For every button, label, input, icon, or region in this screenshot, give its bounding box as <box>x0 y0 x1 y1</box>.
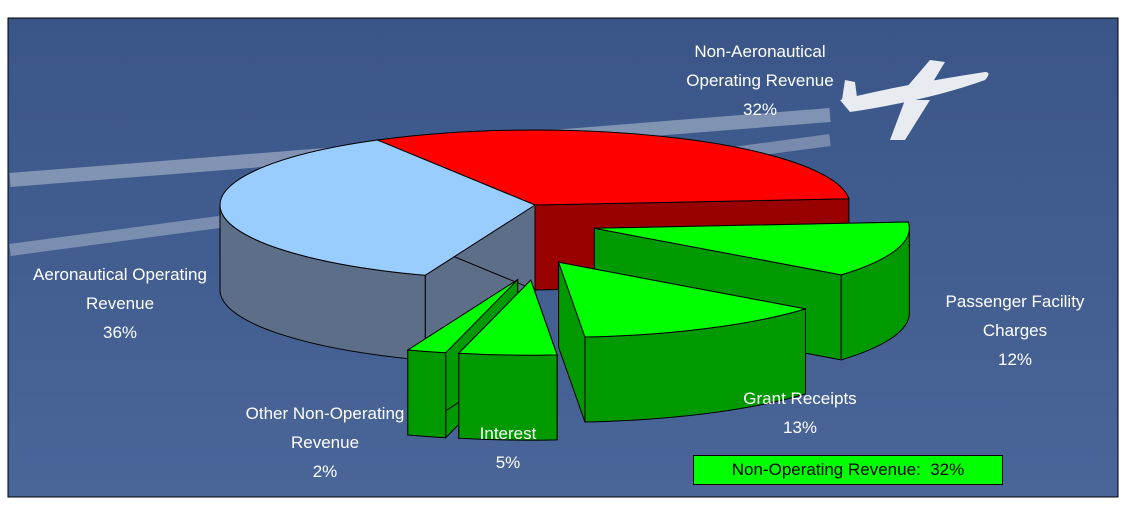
chart: Non-Operating Revenue: 32% Non-Aeronauti… <box>0 0 1126 508</box>
annotation: Non-Operating Revenue: 32% <box>693 455 1003 485</box>
slice-name: Grant Receipts <box>700 384 900 413</box>
slice-name: Aeronautical Operating Revenue <box>30 260 210 318</box>
slice-value: 13% <box>700 413 900 442</box>
slice-value: 36% <box>30 318 210 347</box>
slice-name: Interest <box>448 419 568 448</box>
slice-value: 32% <box>660 95 860 124</box>
slice-value: 5% <box>448 448 568 477</box>
slice-value: 12% <box>920 345 1110 374</box>
slice-name: Non-Aeronautical Operating Revenue <box>660 37 860 95</box>
slice-value: 2% <box>220 457 430 486</box>
slice-name: Other Non-Operating Revenue <box>220 399 430 457</box>
slice-name: Passenger Facility Charges <box>920 287 1110 345</box>
